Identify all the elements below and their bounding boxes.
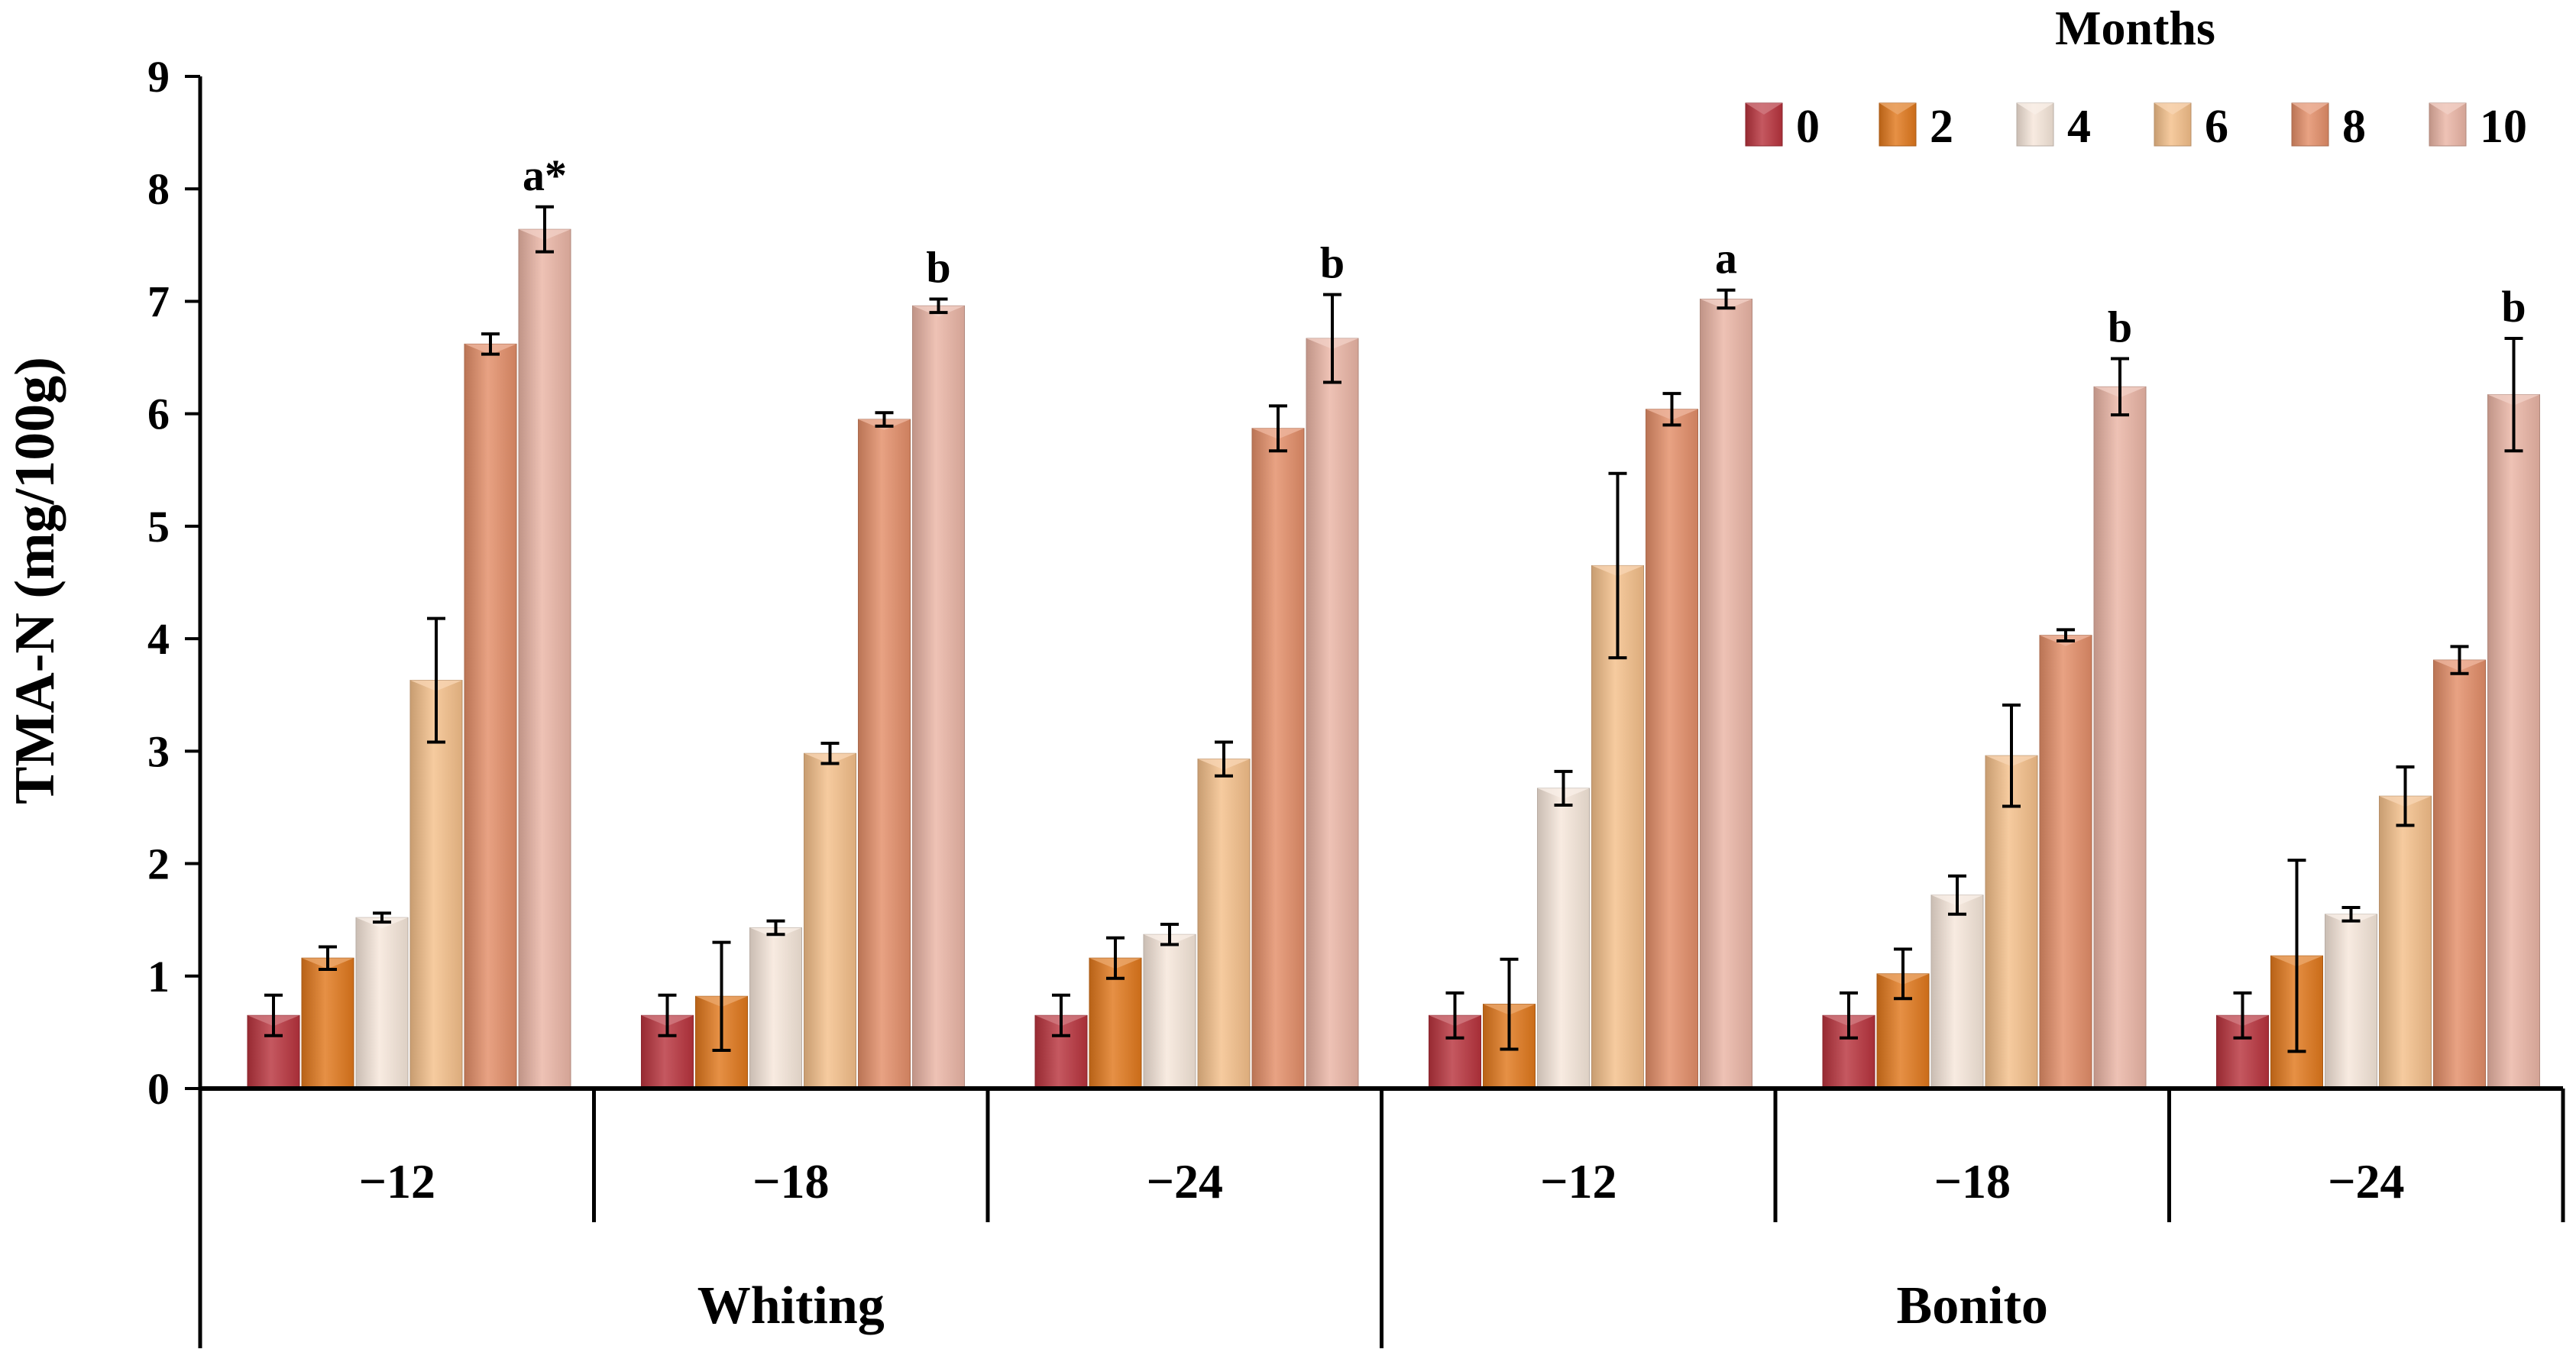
y-tick-label-4: 4 [147, 614, 170, 664]
bar-8-cat-5 [2433, 659, 2486, 1089]
y-tick-label-9: 9 [147, 52, 170, 102]
bar-2-cat-0 [301, 957, 354, 1089]
bar-8-cat-3 [1646, 409, 1698, 1089]
y-tick-label-0: 0 [147, 1064, 170, 1114]
bar-8-cat-2 [1251, 428, 1305, 1089]
bar-4-cat-4 [1930, 895, 1984, 1089]
category-label-5: −24 [2328, 1154, 2404, 1208]
legend-swatch-cap-8 [2292, 103, 2328, 115]
legend-swatch-cap-4 [2017, 103, 2053, 115]
category-label-4: −18 [1934, 1154, 2011, 1208]
legend-label-2: 2 [1930, 101, 1953, 153]
significance-label-cat-1: b [926, 243, 950, 293]
category-label-3: −12 [1540, 1154, 1616, 1208]
legend-title: Months [2055, 1, 2215, 55]
legend-swatch-cap-0 [1746, 103, 1782, 115]
legend-swatch-cap-10 [2429, 103, 2466, 115]
y-tick-label-1: 1 [147, 952, 170, 1001]
y-tick-label-5: 5 [147, 502, 170, 552]
significance-label-cat-4: b [2108, 302, 2132, 352]
bar-8-cat-1 [858, 419, 911, 1089]
bar-10-cat-2 [1306, 338, 1359, 1089]
significance-label-cat-2: b [1320, 238, 1345, 288]
category-label-2: −24 [1147, 1154, 1223, 1208]
bar-10-cat-0 [518, 228, 571, 1089]
bar-4-cat-2 [1143, 933, 1196, 1089]
legend-label-6: 6 [2205, 101, 2228, 153]
legend-label-10: 10 [2480, 101, 2527, 153]
axis-layer [185, 75, 2565, 1348]
bar-10-cat-1 [912, 305, 965, 1089]
bar-4-cat-1 [749, 927, 802, 1089]
bar-6-cat-1 [804, 752, 856, 1089]
legend-label-0: 0 [1796, 101, 1820, 153]
bar-10-cat-3 [1700, 299, 1752, 1089]
bar-10-cat-4 [2093, 386, 2147, 1089]
significance-label-cat-3: a [1715, 234, 1737, 283]
legend-label-4: 4 [2067, 101, 2091, 153]
bar-4-cat-0 [355, 917, 409, 1089]
y-tick-label-8: 8 [147, 164, 170, 214]
legend: Months 0 2 4 6 8 10 [1745, 1, 2527, 153]
y-tick-label-3: 3 [147, 726, 170, 776]
bar-6-cat-2 [1197, 759, 1251, 1089]
significance-label-cat-0: a* [523, 150, 567, 200]
bars-layer [247, 228, 2540, 1089]
bar-4-cat-3 [1537, 788, 1590, 1089]
bar-6-cat-4 [1985, 755, 2038, 1089]
labels-layer: a* b b a b b 0 1 2 3 4 5 6 7 8 9 −12 −18 −24 −12 −18 −24 Whiti… [147, 52, 2526, 1335]
group-label-bonito: Bonito [1897, 1276, 2048, 1335]
bar-4-cat-5 [2325, 914, 2377, 1089]
y-tick-label-7: 7 [147, 277, 170, 326]
category-label-1: −18 [752, 1154, 829, 1208]
legend-label-8: 8 [2342, 101, 2366, 153]
significance-label-cat-5: b [2501, 282, 2526, 332]
legend-swatch-cap-2 [1879, 103, 1916, 115]
bar-8-cat-4 [2039, 635, 2092, 1089]
y-axis-label: TMA-N (mg/100g) [4, 357, 66, 804]
legend-swatch-cap-6 [2154, 103, 2191, 115]
y-tick-label-6: 6 [147, 390, 170, 439]
y-tick-label-2: 2 [147, 840, 170, 889]
bar-6-cat-5 [2379, 795, 2432, 1089]
error-bars-layer [264, 205, 2523, 1053]
bar-8-cat-0 [464, 343, 517, 1089]
group-label-whiting: Whiting [697, 1276, 885, 1335]
category-label-0: −12 [359, 1154, 435, 1208]
bar-10-cat-5 [2487, 394, 2540, 1089]
